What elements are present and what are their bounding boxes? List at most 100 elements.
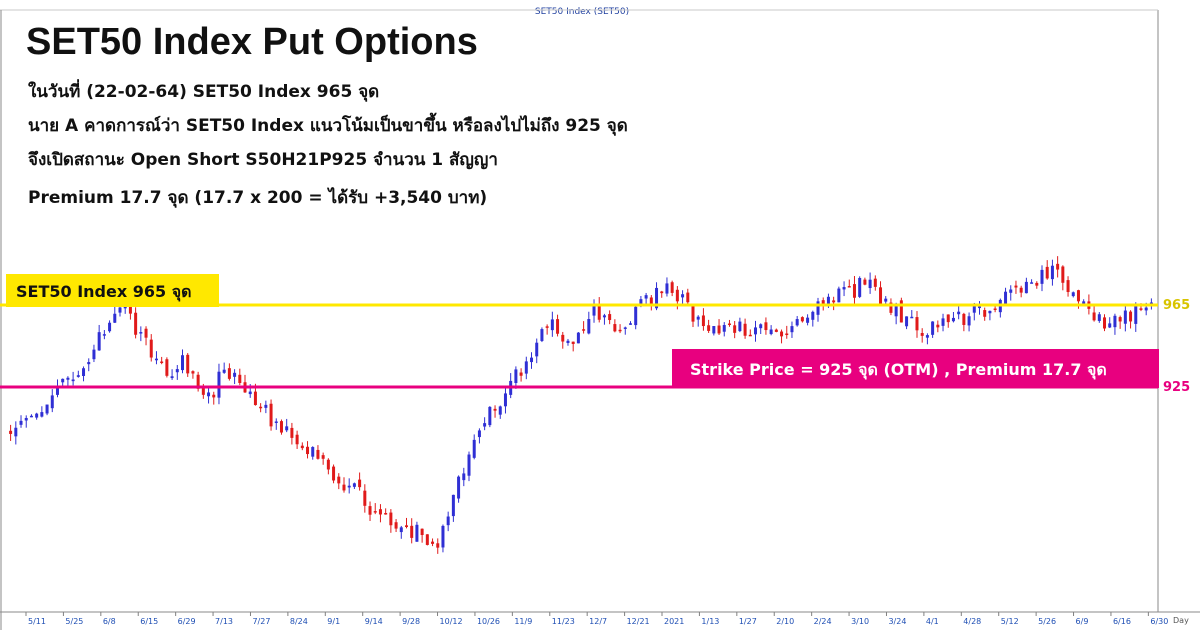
candle-up — [311, 447, 315, 457]
candle-down — [1076, 290, 1080, 302]
candle-down — [717, 325, 721, 334]
x-tick-label: 5/11 — [28, 617, 46, 626]
axes: 5/11 5/25 6/8 6/15 6/29 7/13 7/27 8/24 9/1 9/14 9/… — [0, 9, 1200, 630]
note-line-1: ในวันที่ (22-02-64) SET50 Index 965 จุด — [28, 79, 379, 102]
candle-down — [290, 427, 294, 438]
candle-up — [483, 423, 487, 427]
x-unit-label: Day — [1173, 616, 1189, 625]
candle-up — [722, 325, 726, 332]
candle-up — [139, 332, 143, 334]
candle-up — [1123, 310, 1127, 324]
note-line-2: นาย A คาดการณ์ว่า SET50 Index แนวโน้มเป็… — [28, 112, 628, 136]
candle-down — [368, 506, 372, 515]
candle-up — [1144, 307, 1148, 311]
note-line-3: จึงเปิดสถานะ Open Short S50H21P925 จำนวน… — [28, 150, 498, 170]
candle-up — [826, 296, 830, 305]
candle-down — [321, 455, 325, 459]
candle-down — [149, 339, 153, 358]
candle-down — [920, 333, 924, 336]
candle-down — [425, 534, 429, 545]
candle-up — [759, 324, 763, 329]
candle-down — [993, 308, 997, 310]
candle-up — [347, 485, 351, 488]
candle-up — [154, 358, 158, 361]
candle-up — [712, 326, 716, 334]
candle-up — [951, 317, 955, 322]
candle-down — [300, 445, 304, 449]
candle-up — [467, 454, 471, 476]
candle-down — [1103, 317, 1107, 329]
candle-up — [50, 395, 54, 409]
candle-down — [196, 374, 200, 389]
x-tick-label: 3/24 — [888, 617, 906, 626]
candle-down — [774, 329, 778, 332]
x-tick-label: 2021 — [664, 617, 684, 626]
candle-up — [894, 303, 898, 317]
candle-up — [92, 349, 96, 360]
x-tick-label: 6/16 — [1113, 617, 1131, 626]
candle-down — [821, 300, 825, 305]
candle-down — [675, 289, 679, 302]
candle-down — [259, 406, 263, 409]
x-tick-label: 5/26 — [1038, 617, 1056, 626]
candle-up — [217, 371, 221, 398]
candle-down — [201, 385, 205, 395]
candle-down — [608, 314, 612, 321]
candle-up — [931, 321, 935, 335]
candle-down — [316, 449, 320, 459]
candle-up — [76, 375, 80, 377]
candle-down — [306, 446, 310, 455]
candle-up — [118, 307, 122, 313]
candle-up — [738, 321, 742, 332]
candle-up — [488, 406, 492, 426]
candle-down — [727, 323, 731, 326]
candle-up — [1050, 265, 1054, 280]
x-tick-label: 8/24 — [290, 617, 308, 626]
candle-up — [858, 277, 862, 297]
candle-up — [696, 316, 700, 320]
candle-up — [1113, 315, 1117, 328]
candle-up — [248, 391, 252, 395]
candle-up — [602, 315, 606, 318]
candle-up — [233, 372, 237, 377]
candle-up — [222, 369, 226, 373]
candle-down — [1019, 287, 1023, 293]
candle-down — [618, 329, 622, 332]
candle-down — [701, 315, 705, 327]
x-ticks: 5/11 5/25 6/8 6/15 6/29 7/13 7/27 8/24 9/1 9/14 9/… — [25, 612, 1168, 626]
candle-down — [1056, 263, 1060, 270]
candle-down — [326, 459, 330, 470]
candle-down — [493, 408, 497, 411]
candle-down — [1035, 282, 1039, 286]
candle-up — [35, 413, 39, 418]
candle-down — [420, 528, 424, 536]
candle-down — [879, 287, 883, 306]
x-tick-label: 2/24 — [814, 617, 832, 626]
candle-down — [337, 476, 341, 484]
candle-down — [832, 300, 836, 303]
candle-up — [498, 406, 502, 415]
index-label-box: SET50 Index 965 จุด — [6, 274, 219, 307]
candle-up — [446, 516, 450, 526]
candle-up — [108, 322, 112, 332]
candle-down — [1139, 308, 1143, 310]
x-tick-label: 11/9 — [514, 617, 532, 626]
candle-down — [660, 291, 664, 294]
candle-down — [212, 394, 216, 398]
candle-down — [1014, 285, 1018, 288]
candle-down — [358, 479, 362, 488]
candle-up — [352, 483, 356, 487]
x-tick-label: 4/28 — [963, 617, 981, 626]
candle-down — [191, 371, 195, 374]
x-tick-label: 5/12 — [1001, 617, 1019, 626]
candle-up — [655, 287, 659, 309]
candle-up — [905, 316, 909, 327]
candle-up — [941, 318, 945, 326]
candle-up — [1082, 301, 1086, 305]
candle-down — [1066, 280, 1070, 293]
candle-up — [628, 323, 632, 325]
candle-down — [342, 484, 346, 491]
x-tick-label: 6/15 — [140, 617, 158, 626]
candle-down — [743, 323, 747, 336]
